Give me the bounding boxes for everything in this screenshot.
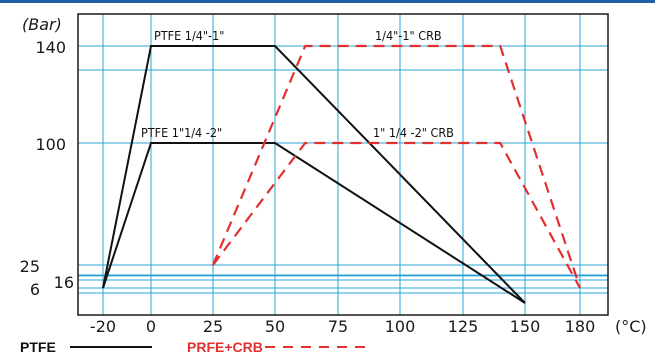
plot-frame xyxy=(77,13,609,316)
y-tick-label: 140 xyxy=(35,38,66,57)
y-tick-label: 25 xyxy=(20,257,40,276)
series-label: 1" 1/4 -2" CRB xyxy=(373,125,454,140)
x-tick-label: 125 xyxy=(448,317,479,336)
x-tick-label: 25 xyxy=(203,317,223,336)
x-tick-label: 180 xyxy=(565,317,596,336)
y-tick-label: 6 xyxy=(30,280,40,299)
y-tick-label: 100 xyxy=(35,135,66,154)
series-annotations: PTFE 1/4"-1" PTFE 1"1/4 -2" 1/4"-1" CRB 1" … xyxy=(141,28,454,140)
x-tick-label: -20 xyxy=(90,317,116,336)
x-tick-label: 150 xyxy=(510,317,541,336)
series-line-1 xyxy=(102,142,526,304)
series-label: PTFE 1/4"-1" xyxy=(154,28,224,43)
x-tick-label: 0 xyxy=(146,317,156,336)
y-tick-label: 16 xyxy=(54,273,74,292)
y-tick-labels: 140 100 25 16 6 xyxy=(20,38,74,299)
y-unit-label: (Bar) xyxy=(22,15,62,34)
x-tick-label: 100 xyxy=(385,317,416,336)
grid xyxy=(78,14,608,315)
legend-label: PRFE+CRB xyxy=(187,339,263,354)
series-line-3 xyxy=(212,141,581,289)
legend: PTFE PRFE+CRB xyxy=(20,339,370,354)
series-line-0 xyxy=(102,45,526,304)
x-tick-labels: -20 0 25 50 75 100 125 150 180 xyxy=(90,317,595,336)
x-tick-label: 75 xyxy=(328,317,348,336)
series-label: PTFE 1"1/4 -2" xyxy=(141,125,222,140)
series-line-2 xyxy=(211,44,582,289)
series-label: 1/4"-1" CRB xyxy=(375,28,442,43)
legend-label: PTFE xyxy=(20,339,56,354)
x-tick-label: 50 xyxy=(265,317,285,336)
series-layer xyxy=(102,44,582,304)
x-unit-label: (°C) xyxy=(615,317,647,336)
